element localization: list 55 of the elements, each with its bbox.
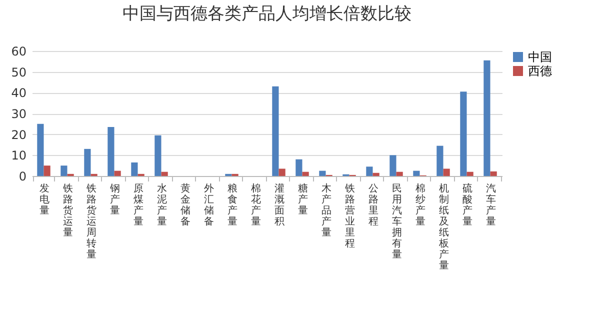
bar — [319, 170, 326, 176]
bar — [490, 171, 497, 176]
x-tick-label: 外汇储备 — [204, 184, 214, 228]
bar — [272, 86, 279, 176]
x-tick-label: 汽车产量 — [486, 182, 496, 228]
x-tick-label: 硫酸产量 — [462, 182, 472, 228]
bar — [84, 148, 91, 176]
x-tick-label: 钢产量 — [108, 184, 120, 216]
bar — [37, 124, 44, 176]
legend-label: 中国 — [528, 50, 552, 64]
x-tick-label: 棉花产量 — [250, 182, 261, 228]
y-tick-label: 0 — [18, 170, 26, 184]
bar — [114, 170, 121, 176]
y-tick-label: 40 — [11, 86, 26, 100]
bar — [302, 172, 309, 176]
chart-title: 中国与西德各类产品人均增长倍数比较 — [122, 4, 412, 24]
bar — [466, 172, 474, 176]
x-tick-label: 糖产量 — [298, 182, 308, 216]
x-tick-label: 机制纸及纸板产量 — [438, 182, 449, 272]
bar — [44, 166, 50, 176]
x-tick-label: 粮食产量 — [227, 182, 238, 228]
x-tick-label: 铁路货运量 — [62, 182, 73, 238]
bar — [131, 162, 138, 176]
y-tick-label: 60 — [11, 44, 26, 58]
y-tick-label: 20 — [11, 128, 26, 142]
x-tick-label: 原煤产量 — [133, 184, 144, 228]
x-tick-label: 民用汽车拥有量 — [392, 184, 402, 260]
x-tick-label: 棉纱产量 — [415, 182, 426, 228]
x-tick-label: 黄金储备 — [180, 182, 190, 228]
bar — [413, 170, 420, 176]
bar — [366, 166, 373, 176]
bar — [296, 159, 302, 176]
bar — [60, 166, 68, 176]
bar — [396, 172, 403, 176]
x-tick-label: 铁路营业里程 — [344, 182, 355, 250]
bar — [390, 155, 396, 176]
y-tick-label: 10 — [11, 148, 26, 163]
x-tick-label: 水泥产量 — [156, 182, 167, 228]
bar — [484, 60, 490, 176]
bar — [154, 135, 162, 176]
x-tick-label: 灌溉面积 — [274, 182, 284, 228]
x-tick-label: 公路里程 — [368, 182, 378, 228]
x-tick-label: 铁路货运周转量 — [85, 182, 96, 260]
bar — [460, 92, 467, 176]
legend-label: 西德 — [528, 64, 552, 78]
bar — [436, 146, 444, 176]
bar — [372, 172, 380, 176]
x-tick-label: 木产品产量 — [321, 182, 332, 238]
x-tick-label: 发电量 — [39, 184, 50, 216]
y-tick-label: 30 — [11, 107, 26, 121]
bar — [161, 172, 168, 176]
bar — [278, 168, 286, 176]
y-tick-label: 50 — [11, 65, 26, 80]
bar — [108, 127, 114, 176]
bar — [443, 168, 450, 176]
